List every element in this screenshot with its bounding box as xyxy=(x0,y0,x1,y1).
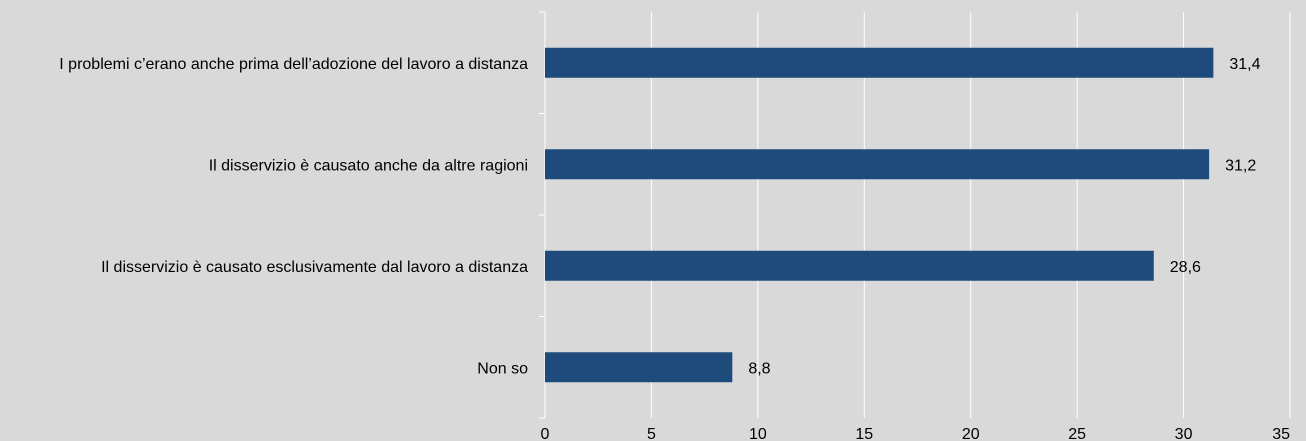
x-tick-label: 20 xyxy=(962,426,980,441)
x-tick-label: 10 xyxy=(749,426,767,441)
x-tick-label: 0 xyxy=(541,426,550,441)
bar xyxy=(545,352,733,383)
bar xyxy=(545,250,1154,281)
value-label: 8,8 xyxy=(748,360,770,377)
bar xyxy=(545,149,1210,180)
x-tick-label: 15 xyxy=(855,426,873,441)
x-tick-label: 35 xyxy=(1272,426,1290,441)
category-label: Il disservizio è causato esclusivamente … xyxy=(101,259,528,276)
category-label: Non so xyxy=(477,360,528,377)
x-tick-label: 5 xyxy=(647,426,656,441)
bar xyxy=(545,47,1214,78)
value-label: 28,6 xyxy=(1170,259,1201,276)
value-label: 31,2 xyxy=(1225,157,1256,174)
value-label: 31,4 xyxy=(1229,56,1260,73)
x-tick-label: 30 xyxy=(1175,426,1193,441)
category-label: I problemi c’erano anche prima dell’adoz… xyxy=(59,56,528,73)
category-label: Il disservizio è causato anche da altre … xyxy=(209,157,528,174)
x-tick-label: 25 xyxy=(1068,426,1086,441)
